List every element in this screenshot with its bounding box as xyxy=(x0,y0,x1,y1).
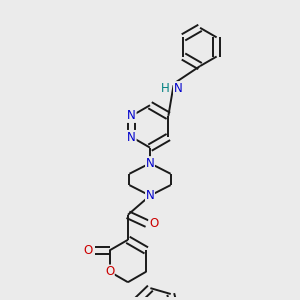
Text: N: N xyxy=(127,130,136,143)
Text: N: N xyxy=(146,157,154,170)
Text: H: H xyxy=(161,82,170,95)
Text: O: O xyxy=(84,244,93,257)
Text: N: N xyxy=(174,82,182,95)
Text: N: N xyxy=(127,109,136,122)
Text: O: O xyxy=(149,217,158,230)
Text: N: N xyxy=(146,189,154,202)
Text: O: O xyxy=(105,265,114,278)
